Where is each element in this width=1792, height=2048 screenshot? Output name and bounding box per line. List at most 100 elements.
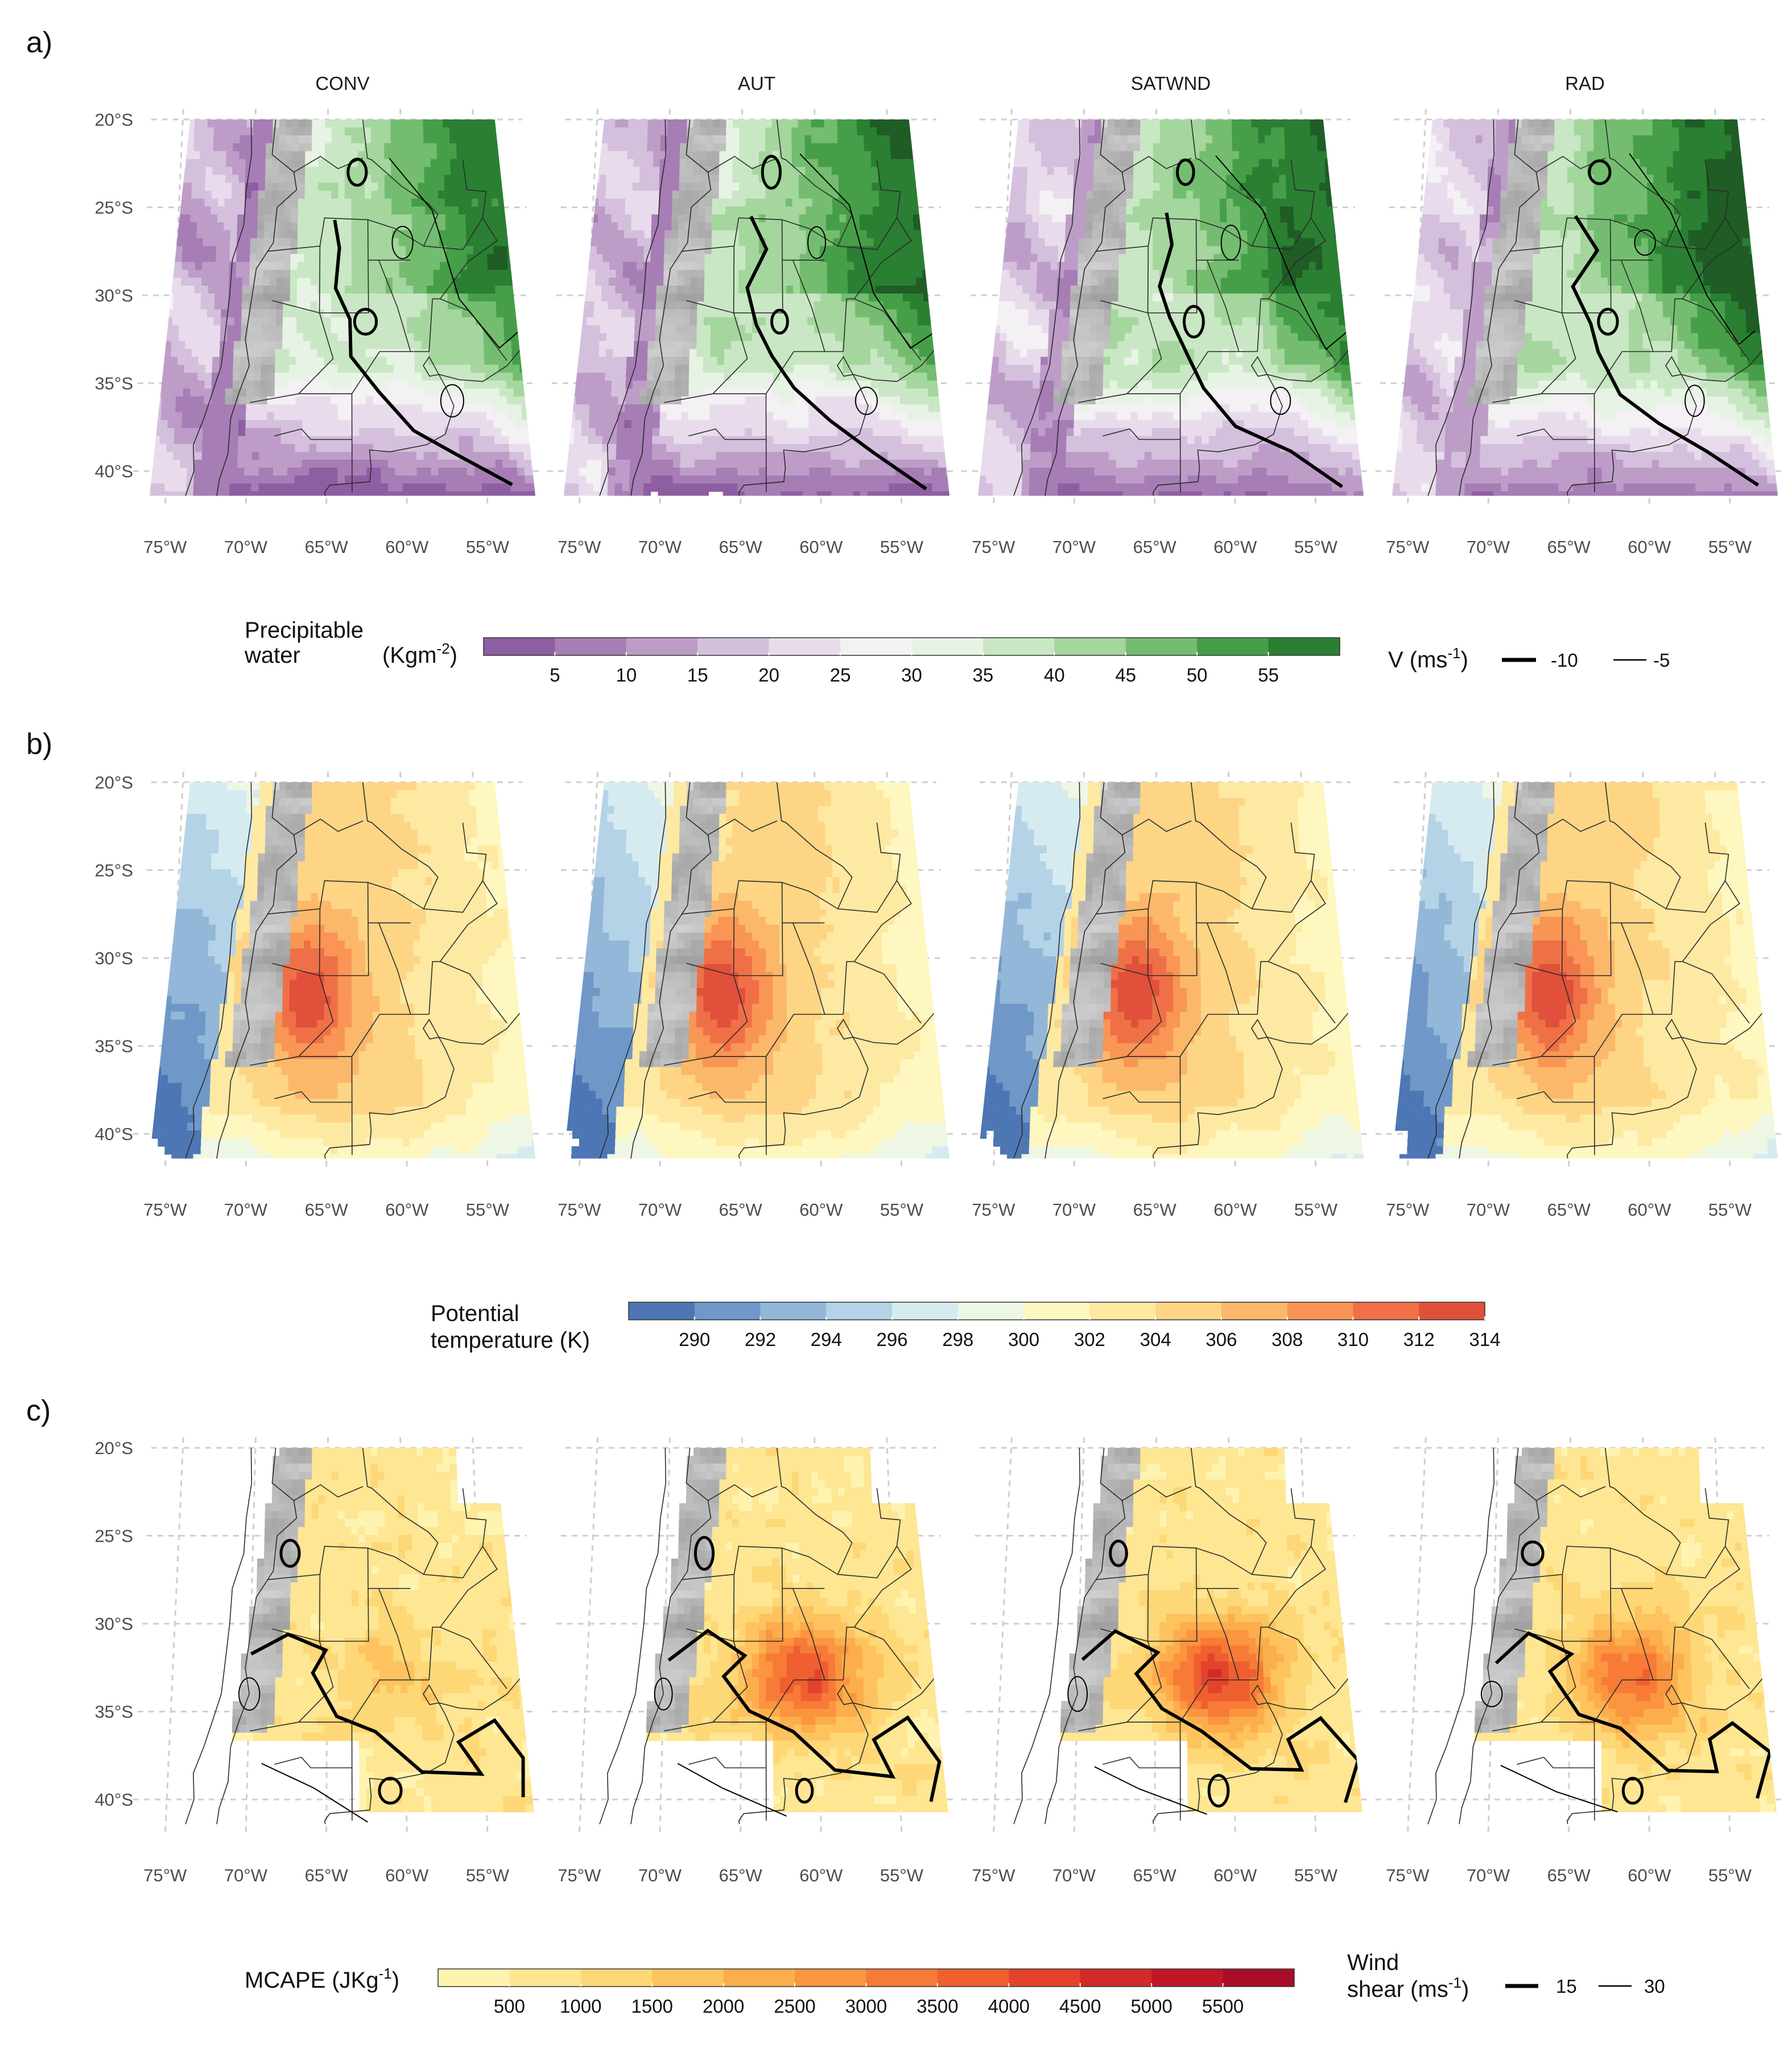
field-cell bbox=[765, 167, 773, 176]
field-cell bbox=[267, 404, 275, 413]
field-cell bbox=[158, 475, 166, 484]
field-cell bbox=[666, 183, 673, 191]
field-cell bbox=[399, 286, 407, 294]
field-cell bbox=[779, 317, 787, 326]
field-cell bbox=[460, 270, 468, 278]
province-border bbox=[351, 351, 411, 394]
field-cell bbox=[192, 183, 199, 191]
field-cell bbox=[437, 183, 445, 191]
field-cell bbox=[263, 278, 270, 286]
field-cell bbox=[288, 428, 296, 437]
field-cell bbox=[850, 396, 858, 405]
field-cell bbox=[697, 301, 705, 310]
field-cell bbox=[237, 483, 245, 492]
field-cell bbox=[627, 143, 634, 152]
field-cell bbox=[387, 468, 396, 476]
field-cell bbox=[617, 238, 624, 247]
field-cell bbox=[517, 309, 525, 318]
field-cell bbox=[582, 404, 590, 413]
field-cell bbox=[280, 452, 288, 460]
field-cell bbox=[882, 301, 890, 310]
field-cell bbox=[840, 254, 848, 263]
field-cell bbox=[225, 183, 232, 191]
field-cell bbox=[652, 191, 659, 199]
field-cell bbox=[263, 270, 270, 278]
field-cell bbox=[358, 270, 366, 278]
field-cell bbox=[220, 143, 227, 152]
field-cell bbox=[442, 357, 451, 365]
field-cell bbox=[772, 278, 780, 286]
field-cell bbox=[907, 396, 915, 405]
field-cell bbox=[630, 238, 638, 247]
field-cell bbox=[262, 294, 270, 302]
field-cell bbox=[445, 460, 453, 468]
field-cell bbox=[344, 207, 352, 215]
field-cell bbox=[940, 365, 949, 373]
field-cell bbox=[668, 333, 676, 342]
field-cell bbox=[766, 436, 774, 445]
field-cell bbox=[303, 365, 311, 373]
field-cell bbox=[605, 357, 613, 365]
field-cell bbox=[261, 333, 269, 342]
field-cell bbox=[850, 143, 858, 152]
field-cell bbox=[324, 214, 332, 223]
field-cell bbox=[337, 468, 346, 476]
field-cell bbox=[915, 119, 923, 128]
field-cell bbox=[309, 444, 317, 452]
field-cell bbox=[787, 349, 795, 358]
field-cell bbox=[248, 309, 256, 318]
field-cell bbox=[730, 420, 738, 429]
field-cell bbox=[571, 341, 579, 350]
field-cell bbox=[745, 452, 753, 460]
field-cell bbox=[691, 262, 699, 271]
field-cell bbox=[831, 151, 839, 160]
field-cell bbox=[175, 412, 183, 421]
field-cell bbox=[408, 388, 416, 397]
field-cell bbox=[816, 444, 824, 452]
field-cell bbox=[189, 412, 197, 421]
field-cell bbox=[658, 207, 666, 215]
field-cell bbox=[679, 175, 687, 184]
field-cell bbox=[724, 286, 732, 294]
field-cell bbox=[932, 341, 940, 350]
field-cell bbox=[291, 183, 299, 191]
field-cell bbox=[292, 143, 299, 152]
field-cell bbox=[494, 428, 502, 437]
field-cell bbox=[647, 349, 655, 358]
field-cell bbox=[838, 159, 845, 168]
field-cell bbox=[204, 207, 211, 215]
field-cell bbox=[779, 230, 787, 239]
field-cell bbox=[886, 207, 894, 215]
field-cell bbox=[485, 199, 493, 207]
field-cell bbox=[338, 183, 345, 191]
field-cell bbox=[869, 317, 877, 326]
field-cell bbox=[400, 373, 408, 381]
field-cell bbox=[166, 159, 174, 168]
field-cell bbox=[915, 436, 924, 445]
field-cell bbox=[195, 444, 203, 452]
field-cell bbox=[255, 309, 263, 318]
field-cell bbox=[837, 444, 845, 452]
field-cell bbox=[498, 373, 507, 381]
field-cell bbox=[528, 396, 536, 405]
field-cell bbox=[907, 246, 915, 255]
field-cell bbox=[506, 373, 514, 381]
field-cell bbox=[381, 475, 389, 484]
field-cell bbox=[435, 333, 443, 342]
field-cell bbox=[698, 214, 706, 223]
field-cell bbox=[620, 333, 627, 342]
field-cell bbox=[497, 499, 505, 508]
field-cell bbox=[913, 381, 922, 389]
field-cell bbox=[872, 420, 881, 429]
field-cell bbox=[269, 301, 276, 310]
field-cell bbox=[150, 499, 157, 508]
field-cell bbox=[312, 119, 319, 128]
field-cell bbox=[199, 333, 207, 342]
field-cell bbox=[312, 135, 319, 144]
field-cell bbox=[231, 428, 239, 437]
field-cell bbox=[467, 278, 476, 286]
field-cell bbox=[587, 309, 594, 318]
field-cell bbox=[732, 238, 740, 247]
field-cell bbox=[181, 254, 189, 263]
field-cell bbox=[309, 404, 317, 413]
